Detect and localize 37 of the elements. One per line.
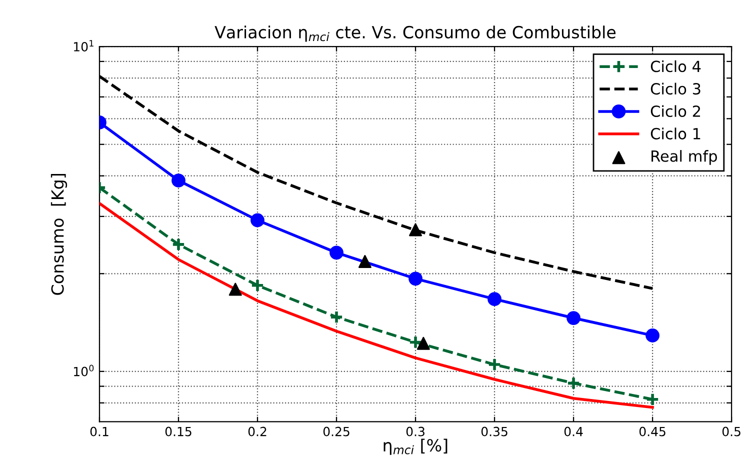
point [566,311,580,325]
point [330,246,344,260]
point [566,376,580,390]
x-tick-label: 0.35 [481,426,508,436]
point [250,213,264,228]
x-tick-label: 0.5 [722,426,740,436]
x-tick-label: 0.15 [165,426,192,436]
chart-title: Variacion η$_{mci}$ cte. Vs. Consumo de Combustible [214,26,616,42]
legend-label: Ciclo 3 [650,82,700,95]
legend-label: Real mfp [652,150,717,165]
point [488,358,502,372]
point [408,335,422,350]
point [488,292,502,306]
x-tick-label: 0.4 [564,426,583,436]
point [416,336,430,350]
y-tick-label: 10$^{0}$ [74,364,94,376]
x-tick-label: 0.25 [323,426,350,436]
point [330,310,344,324]
legend-label: Ciclo 1 [650,128,700,140]
point [646,328,660,342]
x-tick-label: 0.1 [90,426,108,436]
point [409,223,422,236]
y-tick-label: 10$^{1}$ [74,40,94,52]
point [172,174,186,188]
point [408,272,422,286]
x-axis-title: η$_{mci}$ [%] [384,438,448,455]
point [228,282,242,296]
point [358,254,372,268]
x-tick-label: 0.2 [248,426,266,436]
x-tick-label: 0.45 [639,426,666,436]
point [172,237,186,252]
legend-label: Ciclo 2 [650,105,700,118]
y-axis-title: Consumo [Kg] [50,174,68,295]
point [646,392,660,406]
x-tick-label: 0.3 [406,426,424,436]
point [250,278,264,292]
legend-label: Ciclo 4 [650,60,701,72]
